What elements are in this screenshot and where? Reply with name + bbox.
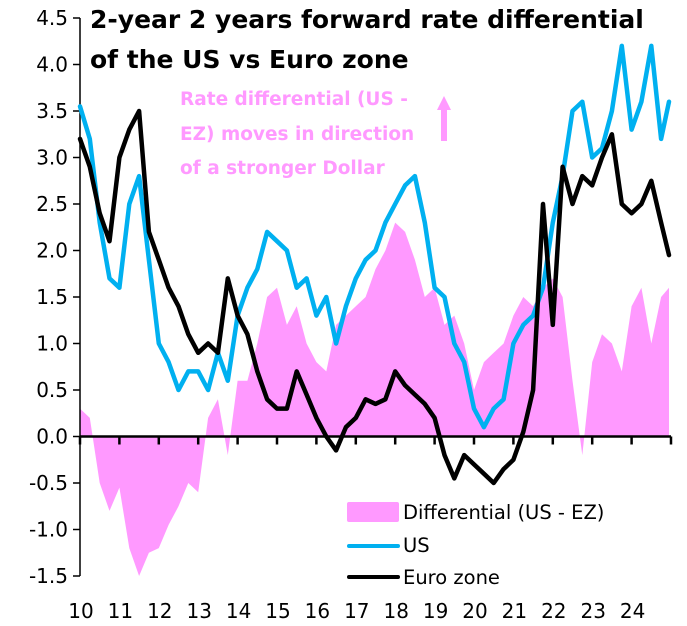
differential-area [80,222,670,576]
euro-zone-line [77,108,672,486]
legend-item-differential: Differential (US - EZ) [347,501,604,524]
legend-label-euro-zone: Euro zone [403,566,500,589]
x-tick-label: 12 [147,599,172,623]
up-arrow-icon [437,96,451,141]
x-tick-label: 19 [423,599,448,623]
lines-layer [77,43,672,486]
y-tick-label: 2.5 [36,192,68,216]
x-tick-labels: 10 11 12 13 14 15 16 17 18 19 20 21 22 23 24 [68,599,645,623]
annotation-line-1: Rate differential (US - [180,89,408,110]
x-tick-label: 24 [620,599,645,623]
x-tick-label: 21 [502,599,527,623]
y-tick-label: 0.5 [36,378,68,402]
x-tick-label: 14 [226,599,251,623]
chart-title-line-2: of the US vs Euro zone [90,45,409,74]
x-tick-label: 11 [108,599,133,623]
y-tick-label: 3.0 [36,146,68,170]
y-tick-labels: 4.5 4.0 3.5 3.0 2.5 2.0 1.5 1.0 0.5 0.0 -0.5 -1.0 -1… [29,6,68,588]
y-tick-label: 1.0 [36,332,68,356]
x-tick-label: 17 [344,599,369,623]
annotation-line-2: EZ) moves in direction [180,124,414,145]
y-tick-label: 2.0 [36,239,68,263]
annotation-line-3: of a stronger Dollar [180,158,386,179]
y-tick-label: -0.5 [29,471,68,495]
x-tick-label: 10 [68,599,93,623]
x-tick-label: 23 [580,599,605,623]
x-tick-label: 18 [383,599,408,623]
chart-title-line-1: 2-year 2 years forward rate differential [90,5,644,34]
legend-label-us: US [403,534,430,557]
legend-item-euro-zone: Euro zone [347,566,500,589]
legend: Differential (US - EZ) US Euro zone [347,501,604,589]
legend-swatch-differential [347,502,399,522]
y-tick-label: 4.5 [36,6,68,30]
y-tick-label: 3.5 [36,99,68,123]
y-tick-label: 1.5 [36,285,68,309]
x-tick-label: 15 [265,599,290,623]
y-tick-label: 4.0 [36,53,68,77]
x-tick-label: 16 [305,599,330,623]
legend-label-differential: Differential (US - EZ) [403,501,604,524]
us-line [77,43,672,430]
legend-item-us: US [347,534,430,557]
x-tick-label: 22 [541,599,566,623]
x-tick-label: 13 [186,599,211,623]
differential-area-layer [80,222,670,576]
x-tick-label: 20 [462,599,487,623]
y-tick-label: -1.0 [29,518,68,542]
y-tick-label: -1.5 [29,564,68,588]
y-tick-label: 0.0 [36,425,68,449]
